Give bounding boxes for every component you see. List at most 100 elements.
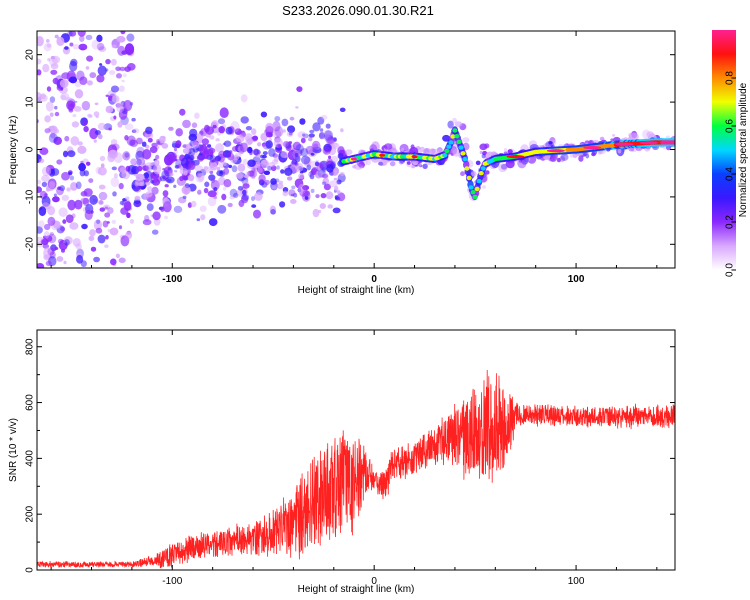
spectrogram-blob: [77, 145, 87, 154]
spectrogram-blob: [196, 218, 201, 222]
spectrogram-blob: [218, 126, 225, 134]
snr-x-tick-label: -100: [162, 576, 182, 587]
spectrogram-blob: [151, 229, 159, 235]
spectrogram-blob: [328, 180, 338, 188]
spectrogram-blob: [116, 102, 125, 113]
spectrogram-blob: [59, 185, 65, 192]
spectrogram-blob: [49, 56, 58, 67]
spectrogram-blob: [151, 186, 159, 195]
spectrogram-blob: [222, 161, 227, 167]
spectrogram-blob: [99, 63, 103, 66]
spectrogram-blob: [142, 149, 152, 160]
spectrogram-blob: [116, 36, 126, 43]
spectrogram-blob: [181, 185, 191, 195]
spectrogram-blob: [118, 85, 125, 92]
spectrogram-blob: [58, 207, 68, 217]
spectrogram-blob: [299, 118, 306, 125]
spectrogram-blob: [98, 46, 107, 52]
spectrogram-blob: [276, 165, 280, 170]
spectrogram-blob: [289, 116, 295, 121]
snr-line: [37, 369, 675, 569]
spectrogram-blob: [352, 165, 357, 169]
spectrogram-blob: [63, 239, 67, 244]
spectrogram-ridge-core: [442, 153, 448, 158]
snr-x-tick-label: 0: [371, 576, 377, 587]
spectrogram-ridge-core: [456, 139, 462, 145]
spectrogram-blob: [184, 183, 190, 189]
spectrogram-blob: [274, 126, 284, 137]
spectrogram-blob: [93, 111, 100, 117]
spectrogram-blob: [242, 158, 248, 166]
spectrogram-blob: [322, 177, 330, 185]
spectrogram-blob: [160, 206, 165, 212]
spectrogram-blob: [136, 158, 142, 166]
spectrogram-blob: [339, 172, 345, 176]
spectrogram-blob: [125, 165, 131, 172]
spectrogram-blob: [233, 192, 239, 199]
spectrogram-blob: [132, 128, 140, 134]
spectrogram-blob: [277, 144, 282, 149]
spectrogram-ridge-core: [468, 185, 474, 190]
spectrogram-blob: [223, 167, 230, 175]
spectrogram-blob: [37, 226, 43, 234]
spectrogram-blob: [115, 103, 122, 108]
spectrogram-ridge-core: [480, 166, 486, 171]
spectrogram-marks: [37, 31, 675, 268]
spectrogram-blob: [315, 171, 323, 178]
spectrogram-blob: [629, 132, 639, 141]
spectrogram-blob: [91, 39, 101, 50]
colorbar: 0.0 0.2 0.4 0.6 0.8 Normalized spectral ampl…: [712, 30, 749, 277]
spectrogram-blob: [119, 200, 125, 206]
spectrogram-blob: [207, 196, 217, 207]
spectrogram-blob: [295, 144, 305, 154]
spectrogram-blob: [209, 155, 217, 163]
snr-y-tick-label: 400: [25, 450, 36, 467]
spectrogram-blob: [205, 126, 215, 135]
spectrogram-blob: [310, 152, 315, 156]
spectrogram-blob: [61, 194, 70, 201]
spectrogram-blob: [72, 238, 81, 247]
spectrogram-y-tick-label: 20: [25, 49, 36, 61]
spectrogram-blob: [84, 209, 93, 221]
spectrogram-blob: [83, 188, 93, 197]
spectrogram-blob: [115, 66, 121, 72]
spectrogram-blob: [200, 214, 206, 221]
spectrogram-blob: [74, 199, 83, 210]
spectrogram-blob: [210, 178, 216, 184]
spectrogram-blob: [308, 133, 315, 138]
spectrogram-blob: [41, 166, 52, 177]
spectrogram-blob: [207, 190, 217, 198]
spectrogram-blob: [313, 171, 318, 175]
spectrogram-blob: [551, 140, 557, 145]
spectrogram-blob: [212, 124, 217, 129]
spectrogram-blob: [235, 135, 245, 143]
spectrogram-blob: [53, 186, 57, 190]
spectrogram-blob: [240, 116, 249, 124]
spectrogram-blob: [118, 225, 123, 230]
spectrogram-blob: [45, 101, 54, 112]
spectrogram-blob: [308, 137, 313, 142]
spectrogram-blob: [149, 146, 158, 154]
spectrogram-blob: [332, 207, 341, 214]
spectrogram-blob: [162, 176, 166, 180]
spectrogram-blob: [251, 196, 255, 202]
spectrogram-blob: [481, 153, 486, 159]
spectrogram-blob: [179, 168, 188, 175]
spectrogram-blob: [120, 31, 126, 35]
spectrogram-blob: [51, 55, 61, 64]
spectrogram-blob: [298, 172, 305, 180]
snr-panel: -100 0 100 0 200 400 600 800 Height of straight…: [8, 329, 676, 595]
spectrogram-blob: [401, 147, 405, 152]
spectrogram-blob: [303, 133, 309, 139]
spectrogram-blob: [452, 117, 457, 124]
spectrogram-blob: [223, 140, 232, 147]
spectrogram-blob: [123, 171, 127, 174]
spectrogram-blob: [122, 151, 131, 161]
spectrogram-blob: [119, 66, 126, 72]
spectrogram-blob: [215, 138, 220, 142]
spectrogram-blob: [218, 150, 227, 159]
spectrogram-blob: [97, 166, 107, 176]
spectrogram-blob: [319, 164, 324, 169]
spectrogram-blob: [197, 189, 202, 193]
